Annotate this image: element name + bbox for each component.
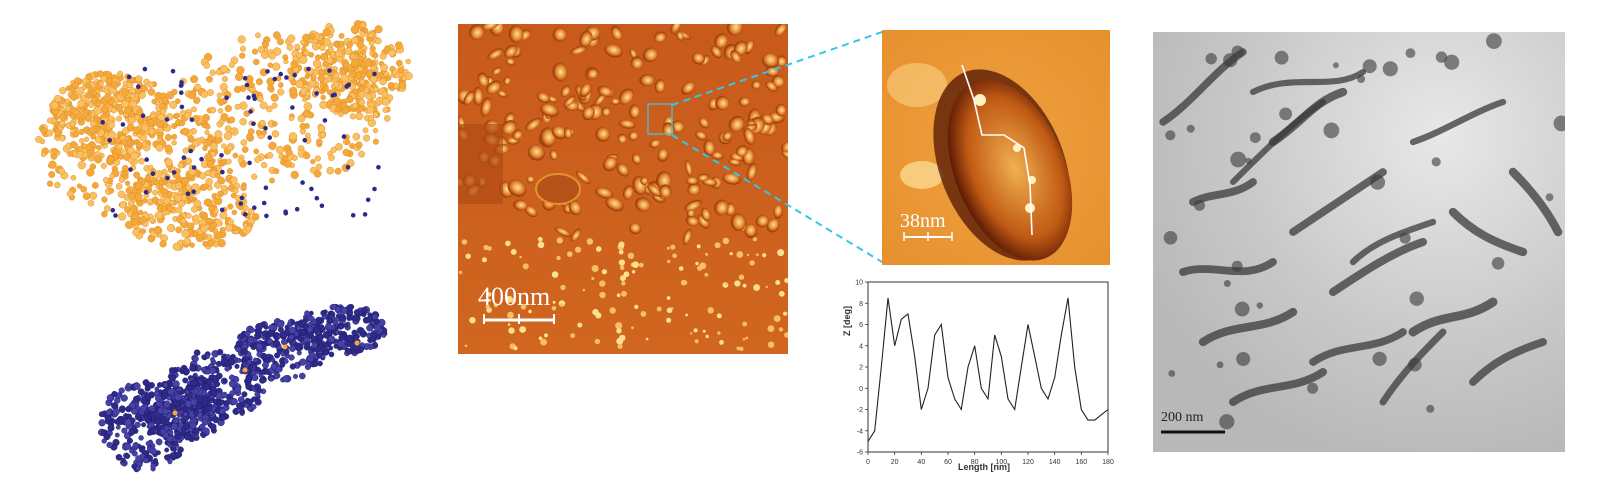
blue-atoms <box>97 303 388 473</box>
y-tick-label: -6 <box>857 450 863 457</box>
tem-chain <box>1508 167 1563 237</box>
height-profile-chart: 0 20 40 60 80 100 120 140 160 180 -6 -4 -2 0 2 4 6 8 10 Z … <box>838 276 1120 476</box>
y-tick-label: -4 <box>857 428 863 435</box>
tem-chain <box>1328 237 1428 297</box>
y-tick-label: 6 <box>859 322 863 329</box>
x-tick-label: 80 <box>971 459 979 466</box>
orange-atoms <box>35 20 413 251</box>
tem-chain-structures <box>1159 33 1570 430</box>
tem-chain <box>1349 218 1437 266</box>
profile-trace-line <box>961 64 1033 236</box>
x-tick-label: 20 <box>891 459 899 466</box>
tem-chain <box>1179 258 1277 276</box>
tem-scale-label: 200 nm <box>1161 410 1204 425</box>
profile-plot: 0 20 40 60 80 100 120 140 160 180 -6 -4 -2 0 2 4 6 8 10 <box>855 280 1114 467</box>
zoom-scale-label: 38nm <box>900 210 946 232</box>
x-tick-label: 140 <box>1049 459 1061 466</box>
afm-scale-label: 400nm <box>478 282 551 311</box>
tem-chain <box>1229 368 1327 406</box>
y-axis-label: Z [deg] <box>842 306 852 336</box>
x-tick-label: 0 <box>866 459 870 466</box>
blue-molecule-model <box>95 295 405 480</box>
y-tick-label: 0 <box>859 386 863 393</box>
tem-chain <box>1469 338 1547 386</box>
afm-zoom-image: 38nm <box>882 30 1110 265</box>
y-tick-label: 8 <box>859 301 863 308</box>
tem-chain <box>1409 98 1507 146</box>
x-axis-label: Length [nm] <box>958 462 1010 472</box>
afm-overview-canvas <box>452 17 795 354</box>
y-tick-label: 10 <box>855 280 863 287</box>
afm-zoom-canvas <box>882 30 1110 265</box>
tem-chain <box>1198 307 1298 347</box>
plot-frame <box>867 281 1109 453</box>
x-tick-label: 100 <box>995 459 1007 466</box>
afm-particles <box>452 17 795 351</box>
orange-molecule-model <box>20 8 440 283</box>
tem-chain <box>1268 87 1348 147</box>
orange-molecule-image <box>35 20 413 251</box>
x-tick-label: 160 <box>1075 459 1087 466</box>
tem-chain <box>1249 68 1367 96</box>
profile-series-line <box>867 297 1109 442</box>
y-tick-label: 4 <box>859 343 863 350</box>
y-tick-label: -2 <box>857 407 863 414</box>
afm-scale-bar <box>483 314 555 324</box>
tem-chain <box>1309 328 1407 366</box>
afm-overview-image: 400nm <box>452 17 795 354</box>
x-tick-label: 40 <box>917 459 925 466</box>
x-tick-label: 180 <box>1102 459 1114 466</box>
zoom-scale-bar <box>903 232 953 241</box>
tem-chain <box>1408 297 1498 337</box>
tem-chain <box>1189 178 1257 206</box>
x-tick-label: 120 <box>1022 459 1034 466</box>
blue-molecule-image <box>97 303 388 473</box>
x-tick-label: 60 <box>944 459 952 466</box>
zoom-region-box <box>647 103 673 135</box>
tem-canvas <box>1153 32 1570 452</box>
tem-chain <box>1448 207 1528 257</box>
y-tick-label: 2 <box>859 365 863 372</box>
tem-image: 200 nm <box>1153 32 1570 452</box>
